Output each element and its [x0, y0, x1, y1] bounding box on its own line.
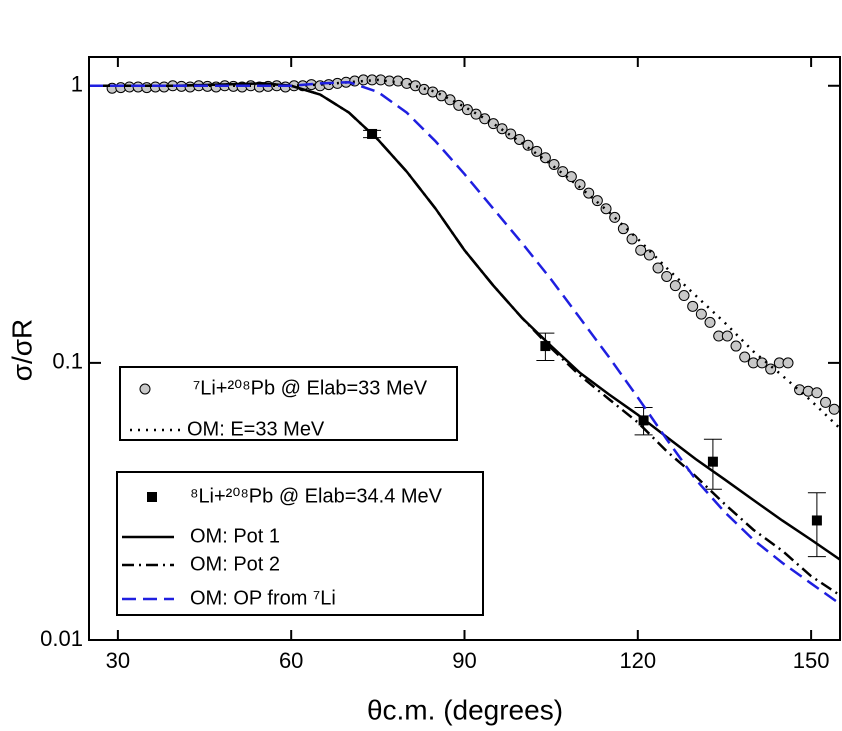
legend-label: ⁸Li+²⁰⁸Pb @ Elab=34.4 MeV	[190, 485, 443, 507]
x-tick-label: 30	[106, 648, 130, 673]
data-point	[739, 351, 751, 363]
data-point	[828, 403, 840, 415]
data-point	[540, 341, 551, 352]
data-point	[548, 158, 560, 170]
data-point	[695, 308, 707, 320]
legend-box	[119, 366, 458, 441]
data-point	[669, 280, 681, 292]
data-point	[635, 244, 647, 256]
data-point	[574, 179, 586, 191]
data-point	[600, 203, 612, 215]
data-point	[557, 166, 569, 178]
data-point	[678, 290, 690, 302]
y-tick-label: 0.1	[52, 349, 83, 374]
x-tick-label: 120	[619, 648, 656, 673]
data-point	[687, 300, 699, 312]
data-point	[811, 387, 823, 399]
data-point	[147, 492, 157, 502]
data-point	[721, 330, 733, 342]
data-point	[782, 357, 794, 369]
line-series	[89, 80, 840, 605]
data-point	[505, 128, 517, 140]
data-point	[652, 262, 664, 274]
data-point	[531, 145, 543, 157]
data-point	[730, 340, 742, 352]
line-series	[89, 78, 840, 430]
data-point	[139, 383, 151, 395]
plot-area	[89, 74, 840, 605]
x-tick-label: 60	[279, 648, 303, 673]
data-point	[756, 357, 768, 369]
plot-frame	[88, 56, 841, 641]
data-point	[707, 456, 718, 467]
legend-label: ⁷Li+²⁰⁸Pb @ Elab=33 MeV	[193, 377, 428, 399]
x-axis-label: θc.m. (degrees)	[367, 694, 563, 725]
data-point	[765, 363, 777, 375]
data-point	[820, 396, 832, 408]
data-point	[704, 316, 716, 328]
legend-label: OM: Pot 2	[190, 553, 280, 575]
data-point	[453, 99, 465, 111]
line-series	[89, 82, 840, 597]
data-point	[626, 233, 638, 245]
data-point	[609, 211, 621, 223]
data-point	[661, 270, 673, 282]
data-point	[591, 195, 603, 207]
data-point	[643, 249, 655, 261]
x-tick-label: 90	[452, 648, 476, 673]
legend-label: OM: E=33 MeV	[187, 418, 325, 440]
y-axis-label: σ/σR	[6, 319, 37, 382]
data-point	[470, 108, 482, 120]
data-point	[811, 515, 822, 526]
y-tick-label: 0.01	[40, 626, 83, 651]
legend-label: OM: Pot 1	[190, 525, 280, 547]
legend-box	[116, 471, 484, 616]
legend-label: OM: OP from ⁷Li	[190, 587, 336, 609]
data-point	[583, 187, 595, 199]
x-tick-label: 150	[793, 648, 830, 673]
y-tick-label: 1	[71, 72, 83, 97]
data-point	[522, 139, 534, 151]
